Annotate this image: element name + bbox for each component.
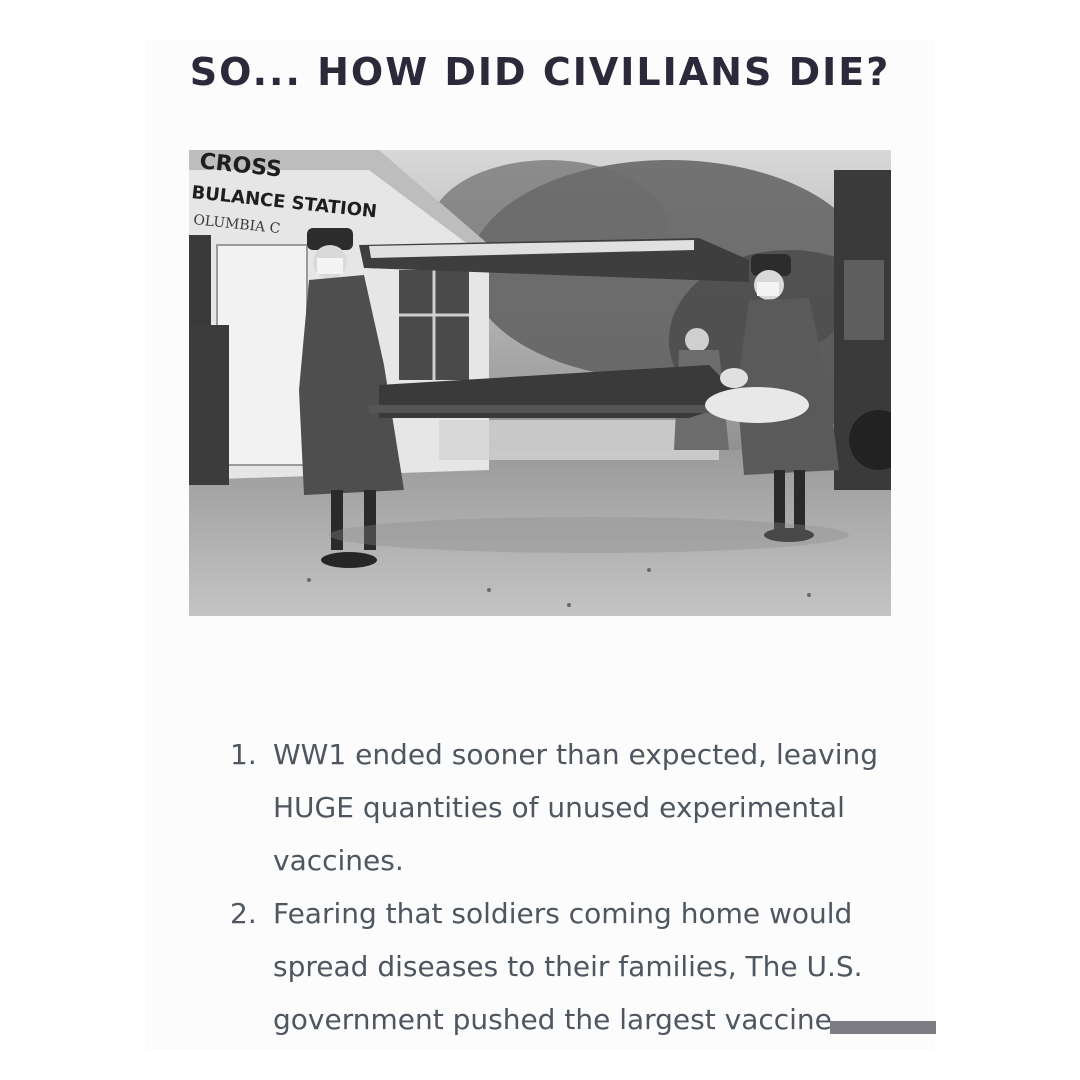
list-item-line: Fearing that soldiers coming home would: [273, 897, 853, 930]
list-item: 1. WW1 ended sooner than expected, leavi…: [230, 728, 910, 887]
page-title: SO... HOW DID CIVILIANS DIE?: [189, 50, 891, 94]
list-item-line: spread diseases to their families, The U…: [273, 950, 863, 983]
list-item-line: HUGE quantities of unused experimental: [273, 791, 845, 824]
list-item-line: government pushed the largest vaccine: [273, 1003, 832, 1036]
historical-photo: CROSS BULANCE STATION OLUMBIA C: [189, 150, 891, 616]
scroll-indicator[interactable]: [830, 1021, 936, 1034]
list-item: 2. Fearing that soldiers coming home wou…: [230, 887, 910, 1046]
list-item-line: vaccines.: [273, 844, 404, 877]
reasons-list: 1. WW1 ended sooner than expected, leavi…: [230, 728, 910, 1046]
list-item-number: 2.: [230, 897, 257, 930]
list-item-number: 1.: [230, 738, 257, 771]
list-item-line: WW1 ended sooner than expected, leaving: [273, 738, 879, 771]
